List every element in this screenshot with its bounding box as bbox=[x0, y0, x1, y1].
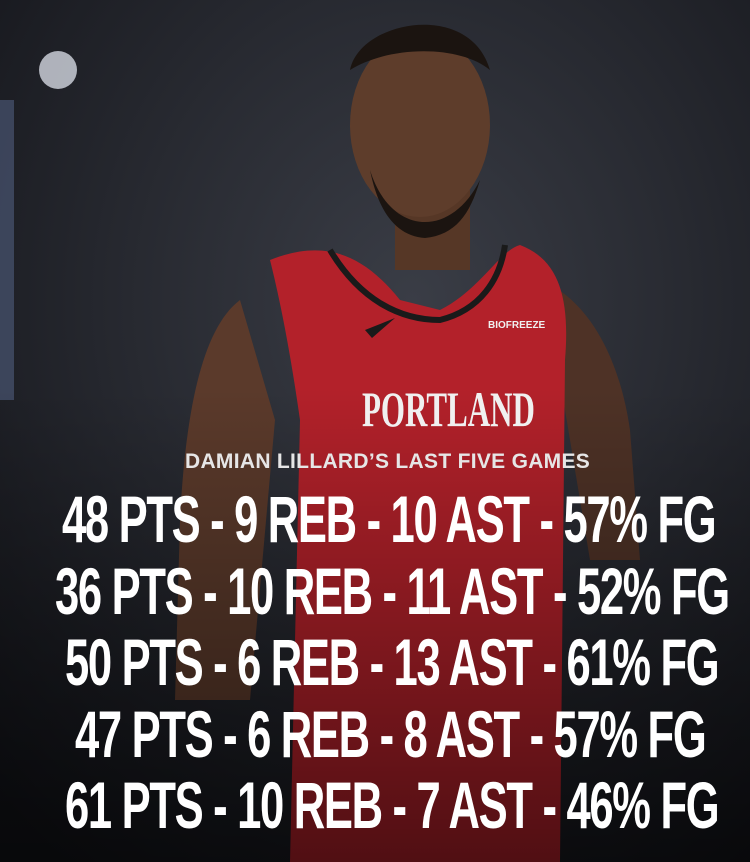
heading: DAMIAN LILLARD’S LAST FIVE GAMES bbox=[185, 450, 591, 473]
jersey-sponsor: BIOFREEZE bbox=[488, 320, 546, 331]
stat-line: 36 PTS - 10 REB - 11 AST - 52% FG bbox=[55, 554, 730, 628]
stat-line: 50 PTS - 6 REB - 13 AST - 61% FG bbox=[65, 625, 720, 699]
stat-line: 61 PTS - 10 REB - 7 AST - 46% FG bbox=[65, 768, 720, 842]
stat-line: 47 PTS - 6 REB - 8 AST - 57% FG bbox=[75, 697, 707, 771]
jersey-wordmark: PORTLAND bbox=[362, 381, 535, 437]
stat-line: 48 PTS - 9 REB - 10 AST - 57% FG bbox=[62, 482, 717, 556]
